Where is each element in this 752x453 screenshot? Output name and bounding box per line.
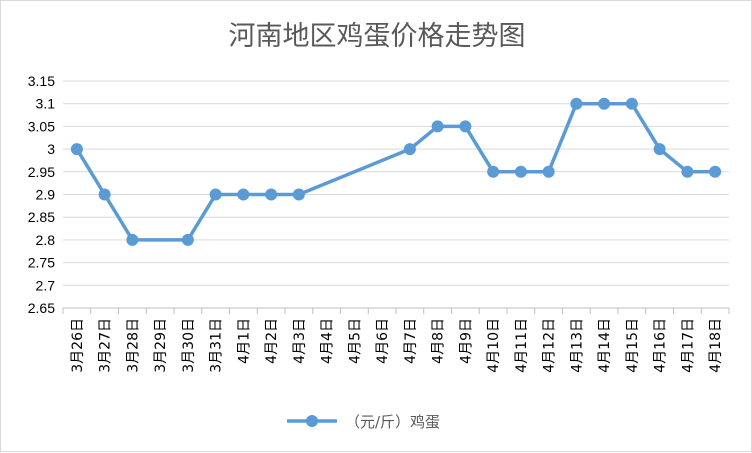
x-tick-label: 4月16日	[653, 318, 669, 373]
data-point	[126, 233, 139, 246]
x-tick-label: 4月4日	[320, 318, 336, 364]
data-point	[431, 120, 444, 133]
y-tick-label: 3.15	[28, 73, 55, 89]
legend: （元/斤）鸡蛋	[287, 413, 440, 431]
chart-title: 河南地区鸡蛋价格走势图	[229, 21, 526, 52]
legend-marker	[306, 415, 318, 427]
y-tick-label: 3	[47, 141, 55, 157]
data-point	[598, 97, 611, 110]
x-tick-label: 3月30日	[181, 318, 197, 373]
data-point	[209, 188, 222, 201]
y-axis-ticks: 2.65 2.7 2.75 2.8 2.85 2.9 2.95 3 3.05 3.1 3.15	[28, 73, 55, 316]
y-tick-label: 2.65	[28, 300, 55, 316]
y-tick-label: 2.8	[36, 232, 56, 248]
data-point	[653, 143, 666, 156]
x-tick-label: 4月13日	[569, 318, 585, 373]
data-point	[542, 165, 555, 178]
x-tick-label: 4月3日	[292, 318, 308, 364]
data-point	[681, 165, 694, 178]
data-point	[237, 188, 250, 201]
data-point	[70, 143, 83, 156]
data-point	[403, 143, 416, 156]
y-tick-label: 3.1	[36, 96, 56, 112]
x-tick-label: 4月11日	[514, 318, 530, 373]
x-tick-label: 3月26日	[70, 318, 86, 373]
x-tick-label: 3月27日	[98, 318, 114, 373]
y-tick-label: 2.85	[28, 209, 55, 225]
data-point	[265, 188, 278, 201]
x-tick-label: 4月7日	[403, 318, 419, 364]
y-tick-label: 2.9	[36, 187, 56, 203]
x-tick-label: 4月10日	[486, 318, 502, 373]
x-axis-ticks: 3月26日 3月27日 3月28日 3月29日 3月30日 3月31日 4月1日 4月2日 4月…	[70, 318, 724, 373]
x-tick-label: 4月1日	[236, 318, 252, 364]
x-tick-label: 3月29日	[153, 318, 169, 373]
x-tick-label: 4月14日	[597, 318, 613, 373]
data-point	[459, 120, 472, 133]
x-tick-label: 4月15日	[625, 318, 641, 373]
y-tick-label: 2.75	[28, 255, 55, 271]
y-tick-label: 2.7	[36, 277, 56, 293]
data-point	[487, 165, 500, 178]
data-point	[625, 97, 638, 110]
legend-label: （元/斤）鸡蛋	[345, 413, 440, 431]
data-point	[181, 233, 194, 246]
x-tick-label: 3月28日	[125, 318, 141, 373]
data-point	[98, 188, 111, 201]
x-tick-label: 4月12日	[542, 318, 558, 373]
series-egg	[70, 97, 722, 246]
x-tick-label: 4月18日	[708, 318, 724, 373]
x-tick-label: 3月31日	[209, 318, 225, 373]
x-axis	[62, 307, 730, 314]
x-tick-label: 4月2日	[264, 318, 280, 364]
x-tick-label: 4月17日	[680, 318, 696, 373]
x-tick-label: 4月6日	[375, 318, 391, 364]
gridlines	[63, 80, 729, 309]
y-tick-label: 3.05	[28, 118, 55, 134]
data-point	[292, 188, 305, 201]
data-point	[514, 165, 527, 178]
x-tick-label: 4月9日	[458, 318, 474, 364]
data-point	[709, 165, 722, 178]
x-tick-label: 4月5日	[347, 318, 363, 364]
y-tick-label: 2.95	[28, 164, 55, 180]
x-tick-label: 4月8日	[431, 318, 447, 364]
data-point	[570, 97, 583, 110]
